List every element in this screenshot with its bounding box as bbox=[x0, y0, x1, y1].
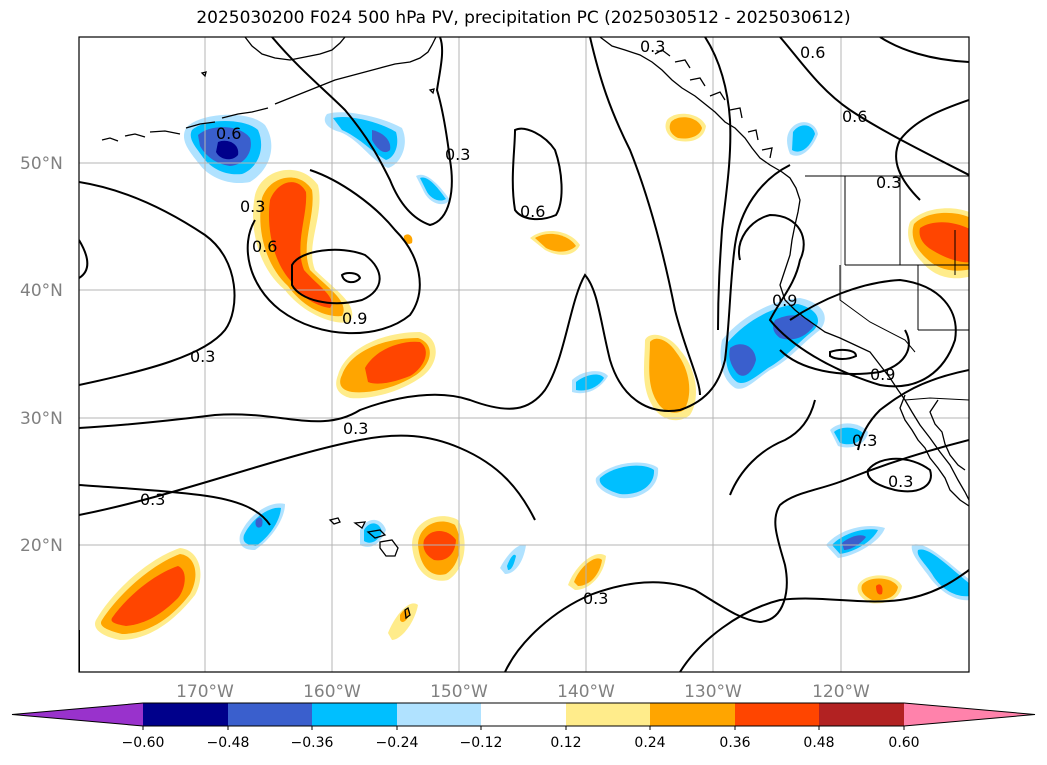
colorbar-tick-label: 0.12 bbox=[550, 735, 581, 751]
colorbar-extend-max bbox=[904, 703, 1035, 726]
lat-label-20n: 20°N bbox=[20, 536, 63, 556]
map-frame bbox=[78, 36, 970, 673]
lon-label-120w: 120°W bbox=[812, 682, 870, 702]
contour-label: 0.3 bbox=[240, 197, 265, 216]
precip-neg-blob bbox=[599, 465, 655, 495]
colorbar-segment bbox=[566, 703, 650, 726]
precip-pos-blob bbox=[876, 584, 883, 595]
contour-label: 0.3 bbox=[583, 589, 608, 608]
colorbar-tick-label: −0.12 bbox=[460, 735, 503, 751]
precip-pos-blob bbox=[649, 338, 690, 413]
lon-label-150w: 150°W bbox=[430, 682, 488, 702]
colorbar-extend-min bbox=[12, 703, 143, 726]
colorbar-segment bbox=[397, 703, 481, 726]
precip-neg-blob bbox=[917, 549, 969, 597]
colorbar-tick-label: 0.24 bbox=[634, 735, 665, 751]
lat-axis-labels: 50°N 40°N 30°N 20°N bbox=[20, 154, 63, 556]
precipitation-fill-layer bbox=[95, 112, 969, 640]
contour-label: 0.3 bbox=[140, 490, 165, 509]
precip-pos-blob bbox=[669, 117, 702, 139]
precip-neg-blob bbox=[372, 130, 391, 153]
precip-neg-blob bbox=[216, 140, 239, 160]
precip-neg-blob bbox=[842, 535, 866, 550]
lat-label-30n: 30°N bbox=[20, 409, 63, 429]
contour-label: 0.3 bbox=[852, 431, 877, 450]
contour-label: 0.6 bbox=[216, 124, 241, 143]
contour-label: 0.3 bbox=[640, 37, 665, 56]
lon-label-160w: 160°W bbox=[303, 682, 361, 702]
colorbar-segment bbox=[650, 703, 735, 726]
precip-neg-blob bbox=[507, 554, 516, 570]
contour-label: 0.3 bbox=[445, 145, 470, 164]
lon-axis-labels: 170°W 160°W 150°W 140°W 130°W 120°W bbox=[176, 682, 870, 702]
colorbar-segment bbox=[819, 703, 904, 726]
lon-label-130w: 130°W bbox=[684, 682, 742, 702]
precip-neg-blob bbox=[243, 507, 281, 546]
colorbar-tick-label: −0.48 bbox=[207, 735, 250, 751]
contour-label: 0.6 bbox=[800, 43, 825, 62]
graticule bbox=[79, 37, 969, 672]
lon-label-170w: 170°W bbox=[176, 682, 234, 702]
colorbar-segment bbox=[143, 703, 228, 726]
colorbar-tick-label: 0.36 bbox=[719, 735, 750, 751]
precip-neg-blob bbox=[792, 125, 815, 152]
pv-contours bbox=[79, 37, 969, 672]
page-title: 2025030200 F024 500 hPa PV, precipitatio… bbox=[196, 8, 851, 28]
contour-label: 0.3 bbox=[190, 347, 215, 366]
precip-pos-blob bbox=[365, 341, 426, 384]
lat-label-50n: 50°N bbox=[20, 154, 63, 174]
colorbar-segment bbox=[228, 703, 312, 726]
colorbar: −0.60 −0.48 −0.36 −0.24 −0.12 0.12 0.24 0.36 0.4… bbox=[11, 702, 1036, 751]
precip-pos-blob bbox=[574, 558, 602, 586]
precip-pos-blob bbox=[400, 608, 410, 622]
coastlines bbox=[101, 37, 969, 620]
colorbar-tick-label: −0.24 bbox=[376, 735, 419, 751]
colorbar-tick-label: −0.36 bbox=[291, 735, 334, 751]
colorbar-segment bbox=[481, 703, 566, 726]
precip-neg-blob bbox=[729, 344, 756, 376]
precip-neg-blob bbox=[420, 177, 446, 201]
precip-pos-blob bbox=[111, 566, 185, 626]
precip-pos-blob bbox=[535, 233, 576, 252]
contour-label: 0.9 bbox=[772, 291, 797, 310]
contour-label: 0.3 bbox=[343, 419, 368, 438]
precip-pos-blob bbox=[423, 531, 456, 561]
lat-label-40n: 40°N bbox=[20, 281, 63, 301]
contour-label: 0.3 bbox=[888, 472, 913, 491]
contour-label: 0.6 bbox=[842, 107, 867, 126]
precip-pos-blob bbox=[919, 222, 969, 263]
contour-label-layer: 0.6 0.3 0.6 0.9 0.3 0.3 0.3 0.3 0.6 0.3 … bbox=[140, 37, 913, 608]
precip-neg-blob bbox=[576, 374, 604, 391]
colorbar-tick-label: 0.60 bbox=[888, 735, 919, 751]
contour-label: 0.6 bbox=[252, 237, 277, 256]
contour-label: 0.9 bbox=[870, 365, 895, 384]
colorbar-segment bbox=[312, 703, 397, 726]
precip-neg-blob bbox=[255, 517, 263, 528]
contour-label: 0.9 bbox=[342, 309, 367, 328]
colorbar-segment bbox=[735, 703, 819, 726]
colorbar-tick-label: 0.48 bbox=[803, 735, 834, 751]
contour-label: 0.3 bbox=[876, 173, 901, 192]
colorbar-tick-label: −0.60 bbox=[122, 735, 165, 751]
precip-pos-blob bbox=[268, 182, 332, 308]
contour-label: 0.6 bbox=[520, 202, 545, 221]
lon-label-140w: 140°W bbox=[557, 682, 615, 702]
